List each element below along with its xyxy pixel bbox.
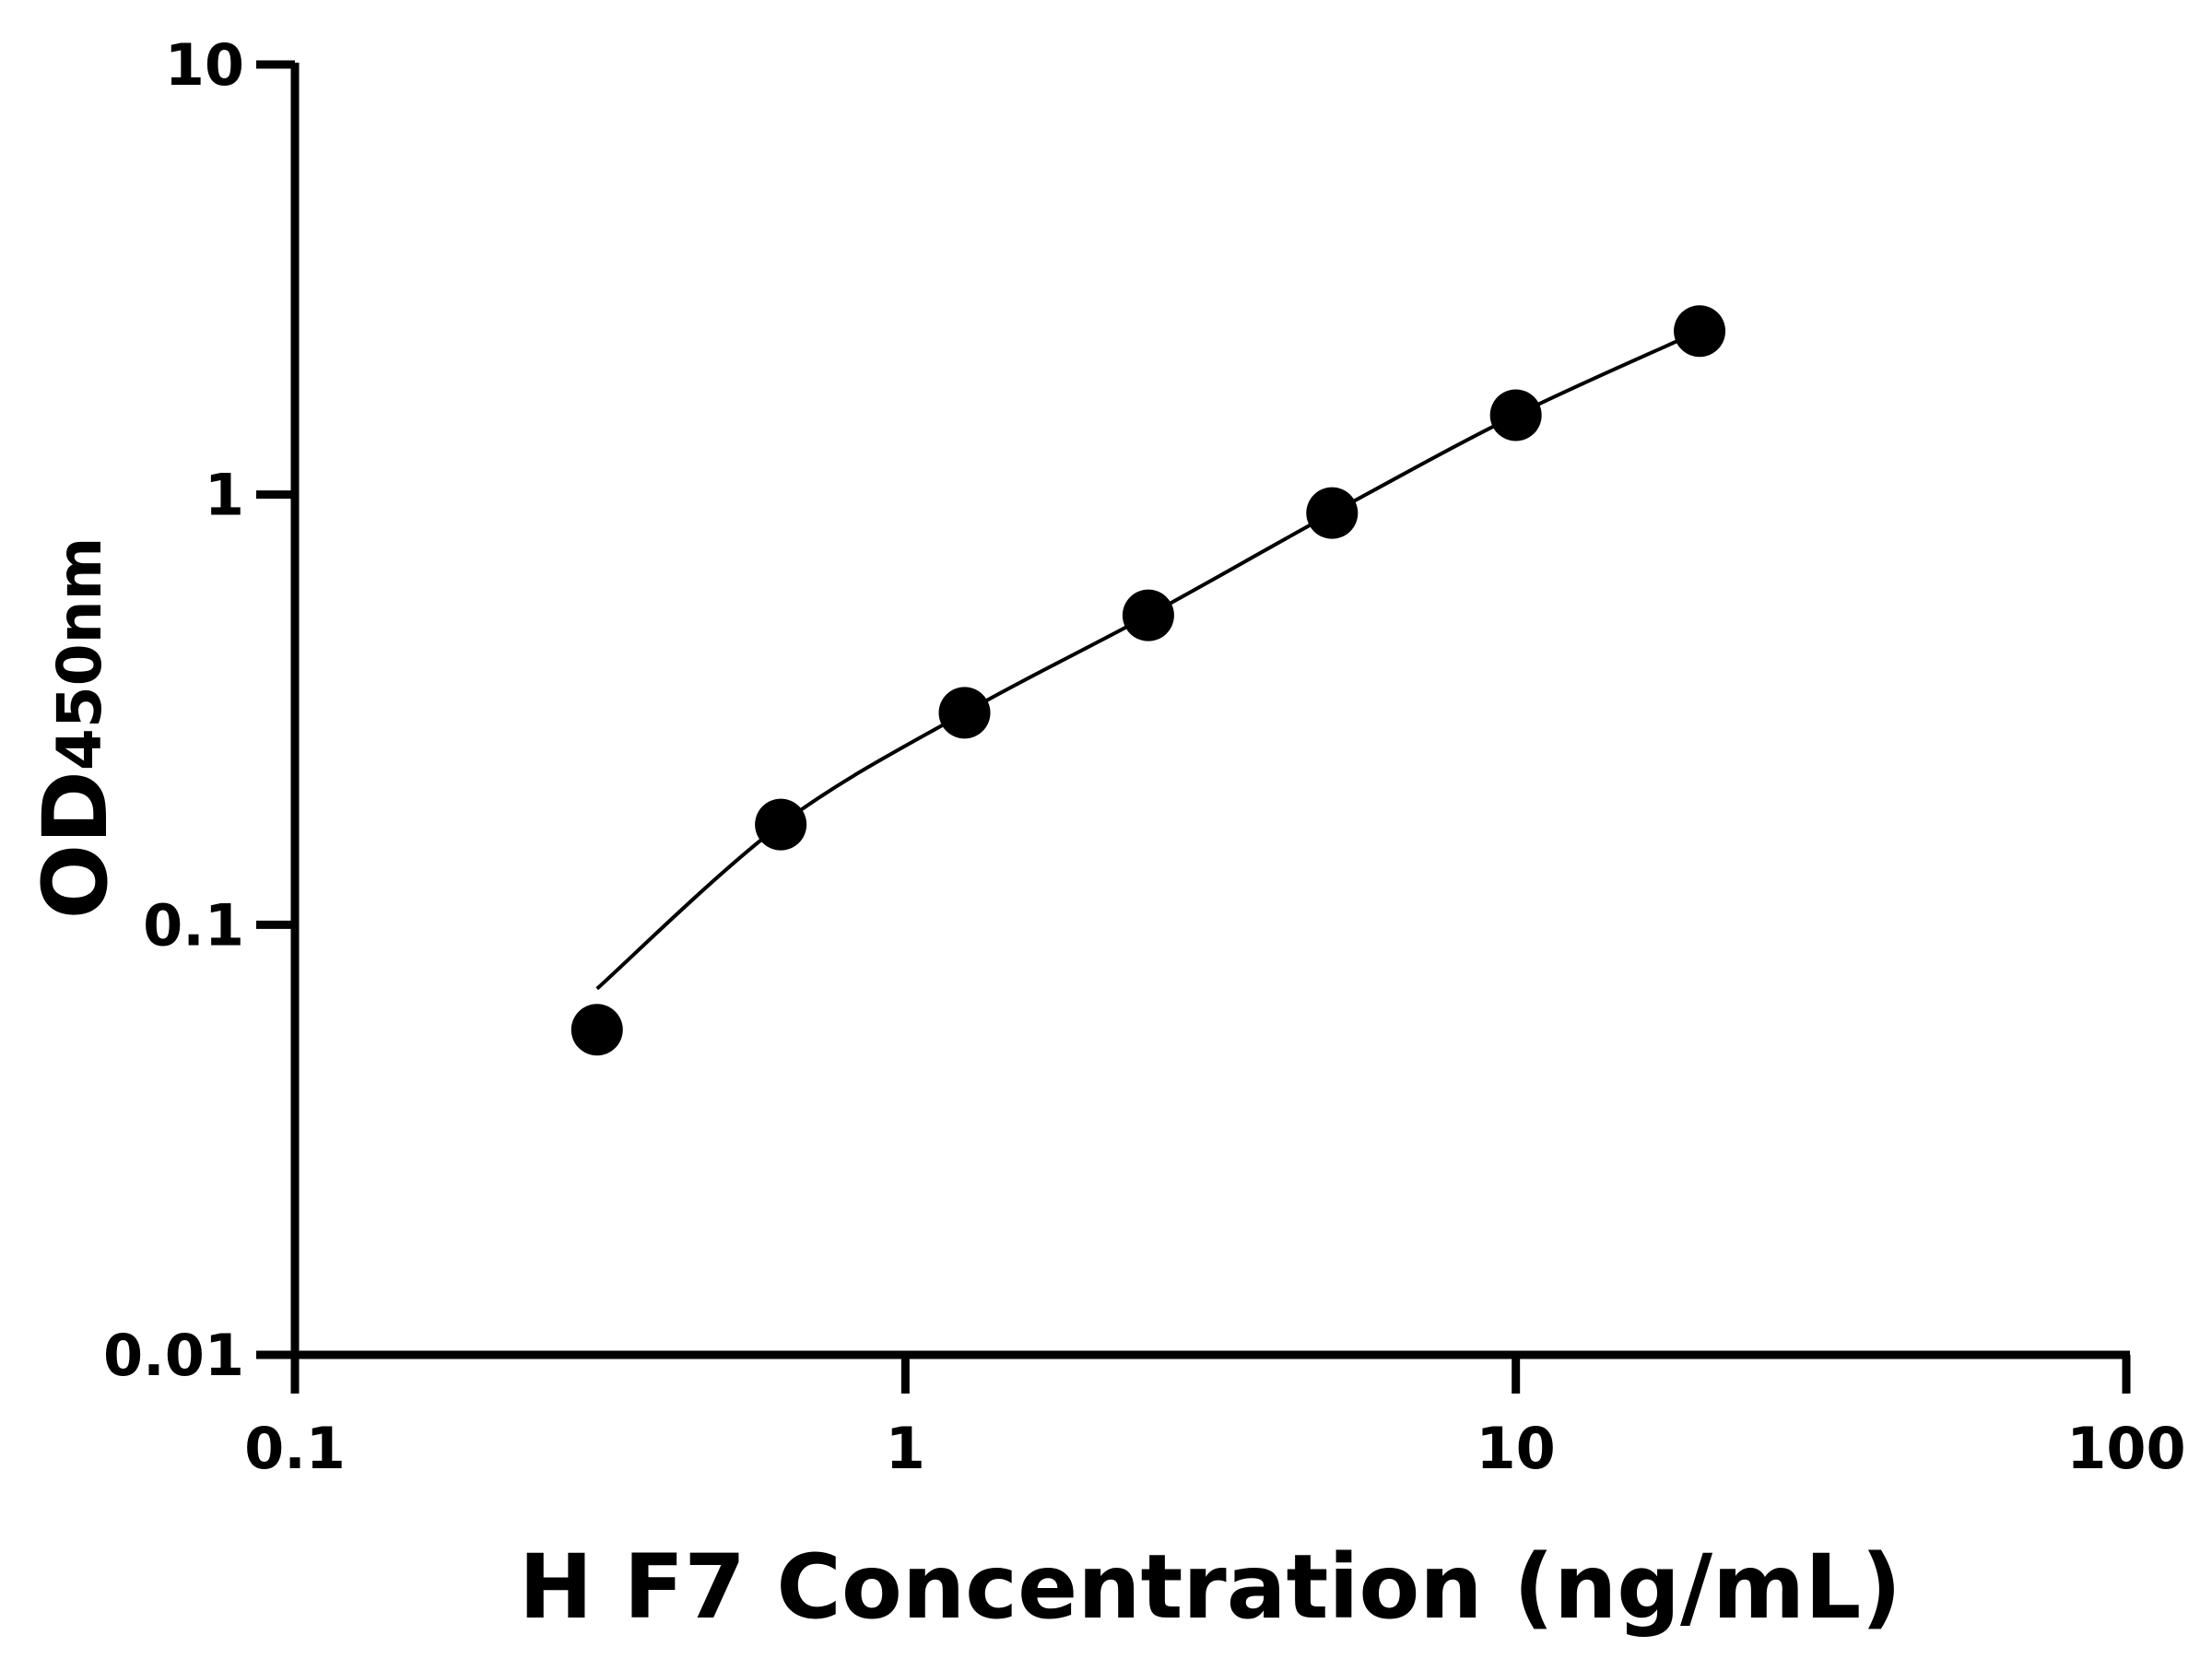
data-point [1306,487,1359,539]
data-point [938,687,991,739]
data-point [571,1004,623,1056]
data-point [1674,305,1726,358]
y-tick-label: 1 [205,462,244,529]
x-tick-label: 100 [2066,1415,2185,1482]
x-tick-label: 10 [1477,1415,1556,1482]
axes [290,63,2130,1359]
y-axis-label-main: OD [24,771,127,919]
x-tick-label: 1 [886,1415,925,1482]
y-axis-label-sub: 450nm [44,537,115,771]
y-tick-label: 0.1 [143,891,244,959]
x-axis-label: H F7 Concentration (ng/mL) [519,1535,1901,1639]
y-axis-label: OD450nm [24,537,127,920]
data-points [571,305,1726,1056]
data-point [1489,389,1542,441]
data-point [1122,589,1174,641]
x-tick-label: 0.1 [244,1415,346,1482]
y-tick-label: 0.01 [103,1322,244,1389]
y-tick-label: 10 [165,31,244,99]
data-point [755,798,807,851]
